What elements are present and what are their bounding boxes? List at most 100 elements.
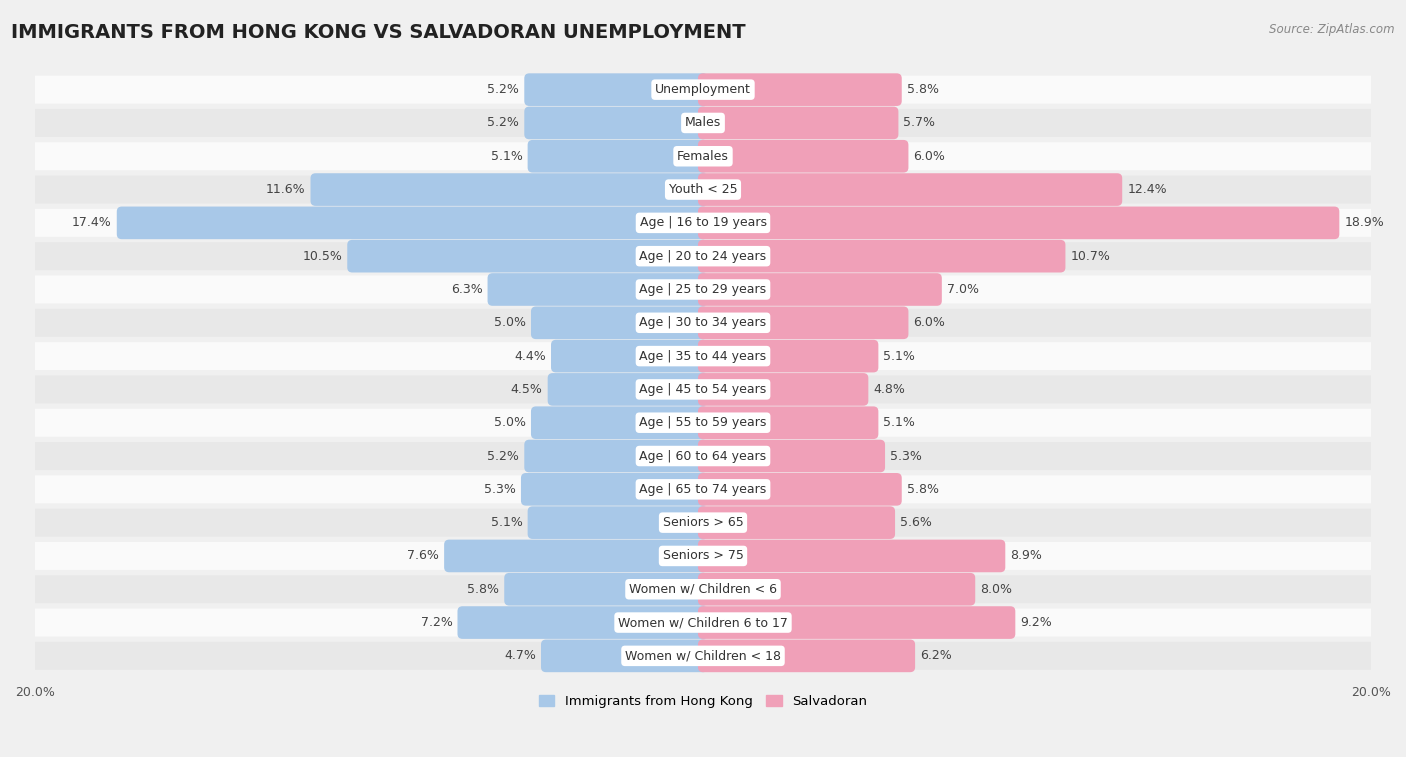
Text: Age | 60 to 64 years: Age | 60 to 64 years xyxy=(640,450,766,463)
FancyBboxPatch shape xyxy=(524,73,709,106)
Text: 5.8%: 5.8% xyxy=(467,583,499,596)
FancyBboxPatch shape xyxy=(697,640,915,672)
Text: Source: ZipAtlas.com: Source: ZipAtlas.com xyxy=(1270,23,1395,36)
Text: 7.2%: 7.2% xyxy=(420,616,453,629)
FancyBboxPatch shape xyxy=(697,107,898,139)
FancyBboxPatch shape xyxy=(541,640,709,672)
FancyBboxPatch shape xyxy=(531,407,709,439)
Text: 5.0%: 5.0% xyxy=(494,316,526,329)
FancyBboxPatch shape xyxy=(35,475,1371,503)
Text: 4.4%: 4.4% xyxy=(515,350,546,363)
Text: 12.4%: 12.4% xyxy=(1128,183,1167,196)
Text: 6.0%: 6.0% xyxy=(914,316,945,329)
Text: 6.0%: 6.0% xyxy=(914,150,945,163)
FancyBboxPatch shape xyxy=(444,540,709,572)
Text: Age | 25 to 29 years: Age | 25 to 29 years xyxy=(640,283,766,296)
Text: 5.1%: 5.1% xyxy=(491,516,523,529)
Text: 5.7%: 5.7% xyxy=(904,117,935,129)
FancyBboxPatch shape xyxy=(551,340,709,372)
FancyBboxPatch shape xyxy=(697,407,879,439)
FancyBboxPatch shape xyxy=(35,542,1371,570)
FancyBboxPatch shape xyxy=(697,606,1015,639)
FancyBboxPatch shape xyxy=(548,373,709,406)
FancyBboxPatch shape xyxy=(35,575,1371,603)
Text: Seniors > 75: Seniors > 75 xyxy=(662,550,744,562)
Text: 5.3%: 5.3% xyxy=(890,450,922,463)
FancyBboxPatch shape xyxy=(697,373,869,406)
Text: 7.6%: 7.6% xyxy=(408,550,439,562)
Text: 8.0%: 8.0% xyxy=(980,583,1012,596)
FancyBboxPatch shape xyxy=(697,307,908,339)
FancyBboxPatch shape xyxy=(524,440,709,472)
Text: 5.3%: 5.3% xyxy=(484,483,516,496)
FancyBboxPatch shape xyxy=(35,342,1371,370)
Text: 17.4%: 17.4% xyxy=(72,217,111,229)
Text: Males: Males xyxy=(685,117,721,129)
FancyBboxPatch shape xyxy=(35,109,1371,137)
FancyBboxPatch shape xyxy=(697,440,884,472)
FancyBboxPatch shape xyxy=(35,375,1371,403)
FancyBboxPatch shape xyxy=(488,273,709,306)
FancyBboxPatch shape xyxy=(697,173,1122,206)
FancyBboxPatch shape xyxy=(697,273,942,306)
Text: Age | 30 to 34 years: Age | 30 to 34 years xyxy=(640,316,766,329)
FancyBboxPatch shape xyxy=(697,240,1066,273)
FancyBboxPatch shape xyxy=(697,573,976,606)
FancyBboxPatch shape xyxy=(522,473,709,506)
Text: 5.8%: 5.8% xyxy=(907,83,939,96)
Text: Age | 55 to 59 years: Age | 55 to 59 years xyxy=(640,416,766,429)
Text: Women w/ Children 6 to 17: Women w/ Children 6 to 17 xyxy=(619,616,787,629)
Text: 5.1%: 5.1% xyxy=(883,350,915,363)
Text: Age | 45 to 54 years: Age | 45 to 54 years xyxy=(640,383,766,396)
FancyBboxPatch shape xyxy=(35,642,1371,670)
FancyBboxPatch shape xyxy=(35,609,1371,637)
FancyBboxPatch shape xyxy=(505,573,709,606)
Text: 5.2%: 5.2% xyxy=(488,450,519,463)
Text: 10.7%: 10.7% xyxy=(1070,250,1111,263)
FancyBboxPatch shape xyxy=(527,506,709,539)
Text: Age | 35 to 44 years: Age | 35 to 44 years xyxy=(640,350,766,363)
FancyBboxPatch shape xyxy=(457,606,709,639)
FancyBboxPatch shape xyxy=(35,176,1371,204)
FancyBboxPatch shape xyxy=(697,473,901,506)
Text: 9.2%: 9.2% xyxy=(1021,616,1052,629)
FancyBboxPatch shape xyxy=(35,442,1371,470)
Text: Age | 16 to 19 years: Age | 16 to 19 years xyxy=(640,217,766,229)
FancyBboxPatch shape xyxy=(347,240,709,273)
Text: 10.5%: 10.5% xyxy=(302,250,342,263)
Text: 7.0%: 7.0% xyxy=(946,283,979,296)
Text: 5.8%: 5.8% xyxy=(907,483,939,496)
FancyBboxPatch shape xyxy=(35,142,1371,170)
FancyBboxPatch shape xyxy=(35,276,1371,304)
Text: Women w/ Children < 18: Women w/ Children < 18 xyxy=(626,650,780,662)
Text: Age | 65 to 74 years: Age | 65 to 74 years xyxy=(640,483,766,496)
FancyBboxPatch shape xyxy=(697,540,1005,572)
FancyBboxPatch shape xyxy=(527,140,709,173)
FancyBboxPatch shape xyxy=(35,509,1371,537)
Text: Age | 20 to 24 years: Age | 20 to 24 years xyxy=(640,250,766,263)
Text: 4.7%: 4.7% xyxy=(505,650,536,662)
Text: 5.6%: 5.6% xyxy=(900,516,932,529)
Text: Females: Females xyxy=(678,150,728,163)
Text: Unemployment: Unemployment xyxy=(655,83,751,96)
Text: Seniors > 65: Seniors > 65 xyxy=(662,516,744,529)
FancyBboxPatch shape xyxy=(311,173,709,206)
FancyBboxPatch shape xyxy=(35,242,1371,270)
Text: 5.2%: 5.2% xyxy=(488,117,519,129)
Text: Youth < 25: Youth < 25 xyxy=(669,183,737,196)
Text: Women w/ Children < 6: Women w/ Children < 6 xyxy=(628,583,778,596)
Text: 4.8%: 4.8% xyxy=(873,383,905,396)
FancyBboxPatch shape xyxy=(117,207,709,239)
FancyBboxPatch shape xyxy=(697,340,879,372)
Text: 5.1%: 5.1% xyxy=(491,150,523,163)
FancyBboxPatch shape xyxy=(697,506,896,539)
Legend: Immigrants from Hong Kong, Salvadoran: Immigrants from Hong Kong, Salvadoran xyxy=(533,690,873,714)
Text: 18.9%: 18.9% xyxy=(1344,217,1384,229)
Text: 4.5%: 4.5% xyxy=(510,383,543,396)
Text: 6.3%: 6.3% xyxy=(451,283,482,296)
Text: 5.0%: 5.0% xyxy=(494,416,526,429)
Text: 8.9%: 8.9% xyxy=(1011,550,1042,562)
Text: 5.1%: 5.1% xyxy=(883,416,915,429)
FancyBboxPatch shape xyxy=(35,209,1371,237)
FancyBboxPatch shape xyxy=(35,76,1371,104)
